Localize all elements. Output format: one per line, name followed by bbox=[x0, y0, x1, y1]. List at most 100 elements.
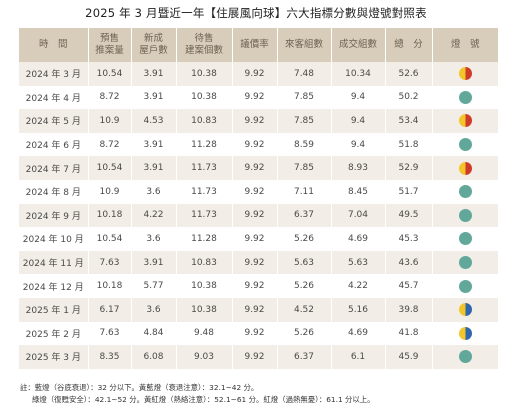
cell-signal bbox=[432, 85, 498, 110]
cell-bargain: 9.92 bbox=[232, 250, 278, 275]
cell-total: 51.8 bbox=[385, 132, 433, 157]
cell-presale: 7.63 bbox=[88, 321, 132, 346]
cell-time: 2024 年 3 月 bbox=[19, 62, 89, 86]
cell-bargain: 9.92 bbox=[232, 179, 278, 204]
indicator-score-table: 時 間預售 推案量 新成 屋戶數 待售 建案個數 議價率 來客組數 成交組數總 分燈 號 202… bbox=[19, 28, 498, 369]
cell-unsold: 10.83 bbox=[176, 109, 233, 133]
header-label: 成交組數 bbox=[338, 39, 377, 50]
table-row: 2024 年 3 月 10.54 3.91 10.38 9.92 7.48 10.34 52.… bbox=[19, 62, 498, 86]
green-light-icon bbox=[458, 90, 472, 104]
cell-signal bbox=[432, 156, 498, 180]
table-body: 2024 年 3 月 10.54 3.91 10.38 9.92 7.48 10.34 52.… bbox=[19, 62, 498, 369]
cell-new-homes: 3.6 bbox=[131, 297, 177, 322]
header-presale: 預售 推案量 bbox=[88, 28, 132, 62]
cell-signal bbox=[432, 274, 498, 298]
cell-time: 2024 年 9 月 bbox=[19, 203, 89, 228]
cell-time: 2024 年 8 月 bbox=[19, 179, 89, 204]
cell-deals: 9.4 bbox=[331, 85, 386, 110]
cell-signal bbox=[432, 250, 498, 275]
green-light-icon bbox=[458, 350, 472, 364]
table-row: 2024 年 10 月 10.54 3.6 11.28 9.92 5.26 4.69 45.3 bbox=[19, 227, 498, 251]
cell-unsold: 10.38 bbox=[176, 297, 233, 322]
table-row: 2024 年 9 月 10.18 4.22 11.73 9.92 6.37 7.04 49.5 bbox=[19, 203, 498, 228]
cell-unsold: 11.28 bbox=[176, 227, 233, 251]
cell-visitors: 6.37 bbox=[277, 203, 332, 228]
cell-deals: 9.4 bbox=[331, 132, 386, 157]
cell-visitors: 4.52 bbox=[277, 297, 332, 322]
cell-bargain: 9.92 bbox=[232, 227, 278, 251]
cell-new-homes: 3.6 bbox=[131, 179, 177, 204]
header-bargain: 議價率 bbox=[232, 28, 278, 62]
legend-note-line-1: 註：藍燈（谷底衰退）：32 分以下。黃藍燈（衰退注意）：32.1~42 分。 bbox=[20, 383, 259, 392]
cell-visitors: 7.85 bbox=[277, 109, 332, 133]
header-label: 待售 bbox=[194, 33, 214, 44]
cell-presale: 6.17 bbox=[88, 297, 132, 322]
table-row: 2024 年 12 月 10.18 5.77 10.38 9.92 5.26 4.22 45.… bbox=[19, 274, 498, 298]
cell-presale: 8.35 bbox=[88, 345, 132, 369]
table-row: 2024 年 8 月 10.9 3.6 11.73 9.92 7.11 8.45 51.7 bbox=[19, 179, 498, 204]
cell-new-homes: 3.6 bbox=[131, 227, 177, 251]
header-signal: 燈 號 bbox=[432, 28, 498, 62]
cell-visitors: 7.85 bbox=[277, 85, 332, 110]
cell-new-homes: 3.91 bbox=[131, 85, 177, 110]
header-row: 時 間預售 推案量 新成 屋戶數 待售 建案個數 議價率 來客組數 成交組數總 分燈 號 bbox=[19, 28, 498, 62]
cell-presale: 8.72 bbox=[88, 132, 132, 157]
cell-visitors: 5.26 bbox=[277, 274, 332, 298]
header-label: 燈 號 bbox=[450, 39, 480, 50]
cell-new-homes: 4.53 bbox=[131, 109, 177, 133]
cell-bargain: 9.92 bbox=[232, 321, 278, 346]
cell-signal bbox=[432, 227, 498, 251]
header-label: 推案量 bbox=[95, 45, 124, 56]
cell-visitors: 7.48 bbox=[277, 62, 332, 86]
cell-signal bbox=[432, 132, 498, 157]
cell-bargain: 9.92 bbox=[232, 345, 278, 369]
cell-visitors: 6.37 bbox=[277, 345, 332, 369]
cell-deals: 4.22 bbox=[331, 274, 386, 298]
cell-time: 2025 年 3 月 bbox=[19, 345, 89, 369]
cell-unsold: 10.83 bbox=[176, 250, 233, 275]
header-label: 時 間 bbox=[38, 39, 68, 50]
cell-deals: 8.45 bbox=[331, 179, 386, 204]
cell-new-homes: 6.08 bbox=[131, 345, 177, 369]
cell-new-homes: 5.77 bbox=[131, 274, 177, 298]
cell-unsold: 11.73 bbox=[176, 203, 233, 228]
cell-new-homes: 4.84 bbox=[131, 321, 177, 346]
green-light-icon bbox=[458, 232, 472, 246]
cell-visitors: 5.26 bbox=[277, 321, 332, 346]
cell-unsold: 11.28 bbox=[176, 132, 233, 157]
cell-unsold: 9.03 bbox=[176, 345, 233, 369]
cell-total: 39.8 bbox=[385, 297, 433, 322]
header-label: 總 分 bbox=[394, 39, 423, 50]
header-new-homes: 新成 屋戶數 bbox=[131, 28, 177, 62]
cell-deals: 8.93 bbox=[331, 156, 386, 180]
cell-total: 45.3 bbox=[385, 227, 433, 251]
cell-new-homes: 3.91 bbox=[131, 250, 177, 275]
table-row: 2024 年 5 月 10.9 4.53 10.83 9.92 7.85 9.4 53.4 bbox=[19, 109, 498, 133]
cell-unsold: 10.38 bbox=[176, 62, 233, 86]
cell-total: 43.6 bbox=[385, 250, 433, 275]
table-title: 2025 年 3 月暨近一年【住展風向球】六大指標分數與燈號對照表 bbox=[85, 6, 427, 20]
cell-signal bbox=[432, 297, 498, 322]
cell-time: 2024 年 6 月 bbox=[19, 132, 89, 157]
cell-total: 52.6 bbox=[385, 62, 433, 86]
cell-time: 2025 年 1 月 bbox=[19, 297, 89, 322]
cell-deals: 4.69 bbox=[331, 321, 386, 346]
cell-visitors: 7.11 bbox=[277, 179, 332, 204]
cell-time: 2024 年 5 月 bbox=[19, 109, 89, 133]
cell-presale: 10.54 bbox=[88, 156, 132, 180]
cell-bargain: 9.92 bbox=[232, 297, 278, 322]
cell-time: 2024 年 10 月 bbox=[19, 227, 89, 251]
cell-total: 45.7 bbox=[385, 274, 433, 298]
legend-note-line-2: 綠燈（復甦安全）：42.1~52 分。黃紅燈（熱絡注意）：52.1~61 分。紅… bbox=[32, 395, 375, 404]
table-row: 2025 年 1 月 6.17 3.6 10.38 9.92 4.52 5.16 39.8 bbox=[19, 297, 498, 322]
cell-presale: 10.18 bbox=[88, 203, 132, 228]
cell-unsold: 11.73 bbox=[176, 179, 233, 204]
cell-deals: 5.16 bbox=[331, 297, 386, 322]
cell-bargain: 9.92 bbox=[232, 62, 278, 86]
table-row: 2024 年 7 月 10.54 3.91 11.73 9.92 7.85 8.93 52.9 bbox=[19, 156, 498, 180]
cell-bargain: 9.92 bbox=[232, 109, 278, 133]
cell-visitors: 5.63 bbox=[277, 250, 332, 275]
yellow-blue-light-icon bbox=[458, 326, 472, 340]
cell-presale: 10.54 bbox=[88, 227, 132, 251]
cell-new-homes: 4.22 bbox=[131, 203, 177, 228]
